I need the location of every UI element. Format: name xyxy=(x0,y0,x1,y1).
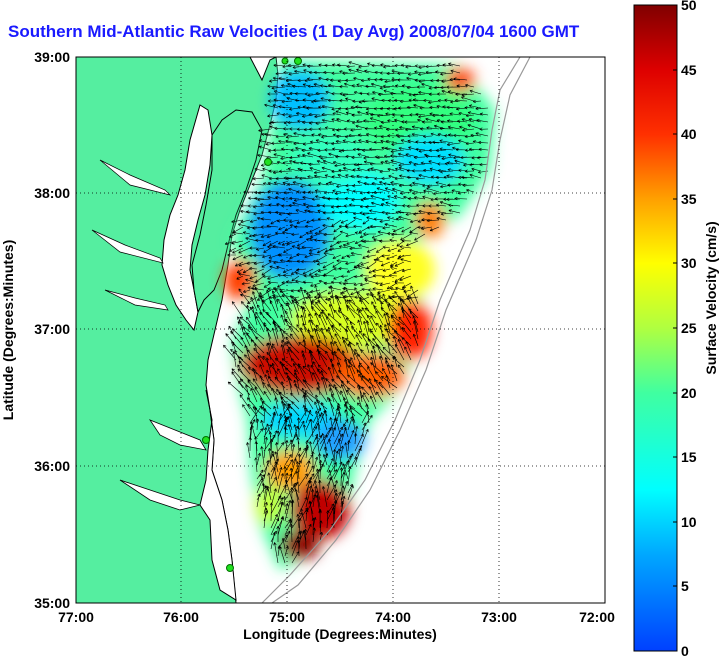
y-axis-ticks: 39:00 38:00 37:00 36:00 35:00 xyxy=(34,49,70,611)
map-title: Southern Mid-Atlantic Raw Velocities (1 … xyxy=(8,22,580,41)
radar-site-marker xyxy=(294,57,302,65)
colorbar-ticks xyxy=(673,4,677,652)
y-axis-label: Latitude (Degrees:Minutes) xyxy=(0,240,16,420)
radar-site-marker xyxy=(264,158,272,166)
x-tick-label: 77:00 xyxy=(58,609,94,625)
x-tick-label: 73:00 xyxy=(481,609,517,625)
y-tick-label: 39:00 xyxy=(34,49,70,65)
colorbar-tick-label: 35 xyxy=(681,191,697,207)
colorbar-tick-label: 50 xyxy=(681,0,697,13)
colorbar-tick-label: 30 xyxy=(681,255,697,271)
x-axis-ticks: 77:00 76:00 75:00 74:00 73:00 72:00 xyxy=(58,609,615,625)
plot-frame xyxy=(75,56,606,604)
y-tick-label: 35:00 xyxy=(34,595,70,611)
y-tick-label: 37:00 xyxy=(34,321,70,337)
colorbar-tick-label: 5 xyxy=(681,578,689,594)
colorbar-tick-label: 20 xyxy=(681,385,697,401)
colorbar-tick-label: 40 xyxy=(681,126,697,142)
colorbar-tick-label: 0 xyxy=(681,643,689,659)
colorbar xyxy=(633,4,678,652)
colorbar-tick-label: 45 xyxy=(681,62,697,78)
bathymetry-contours xyxy=(261,57,531,603)
colorbar-label: Surface Velocity (cm/s) xyxy=(703,221,719,374)
colorbar-tick-label: 10 xyxy=(681,514,697,530)
colorbar-tick-label: 25 xyxy=(681,320,697,336)
colorbar-tick-label: 15 xyxy=(681,449,697,465)
colorbar-tick-labels: 50 45 40 35 30 25 20 15 10 5 0 xyxy=(681,0,697,659)
x-tick-label: 76:00 xyxy=(163,609,199,625)
radar-sites xyxy=(202,57,302,572)
radar-site-marker xyxy=(226,564,234,572)
x-tick-label: 72:00 xyxy=(579,609,615,625)
y-tick-label: 36:00 xyxy=(34,458,70,474)
radar-site-marker xyxy=(281,57,289,65)
x-tick-label: 74:00 xyxy=(375,609,411,625)
radar-site-marker xyxy=(202,436,210,444)
grid-lines xyxy=(76,57,605,603)
x-axis-label: Longitude (Degrees:Minutes) xyxy=(243,626,437,642)
x-tick-label: 75:00 xyxy=(269,609,305,625)
y-tick-label: 38:00 xyxy=(34,185,70,201)
